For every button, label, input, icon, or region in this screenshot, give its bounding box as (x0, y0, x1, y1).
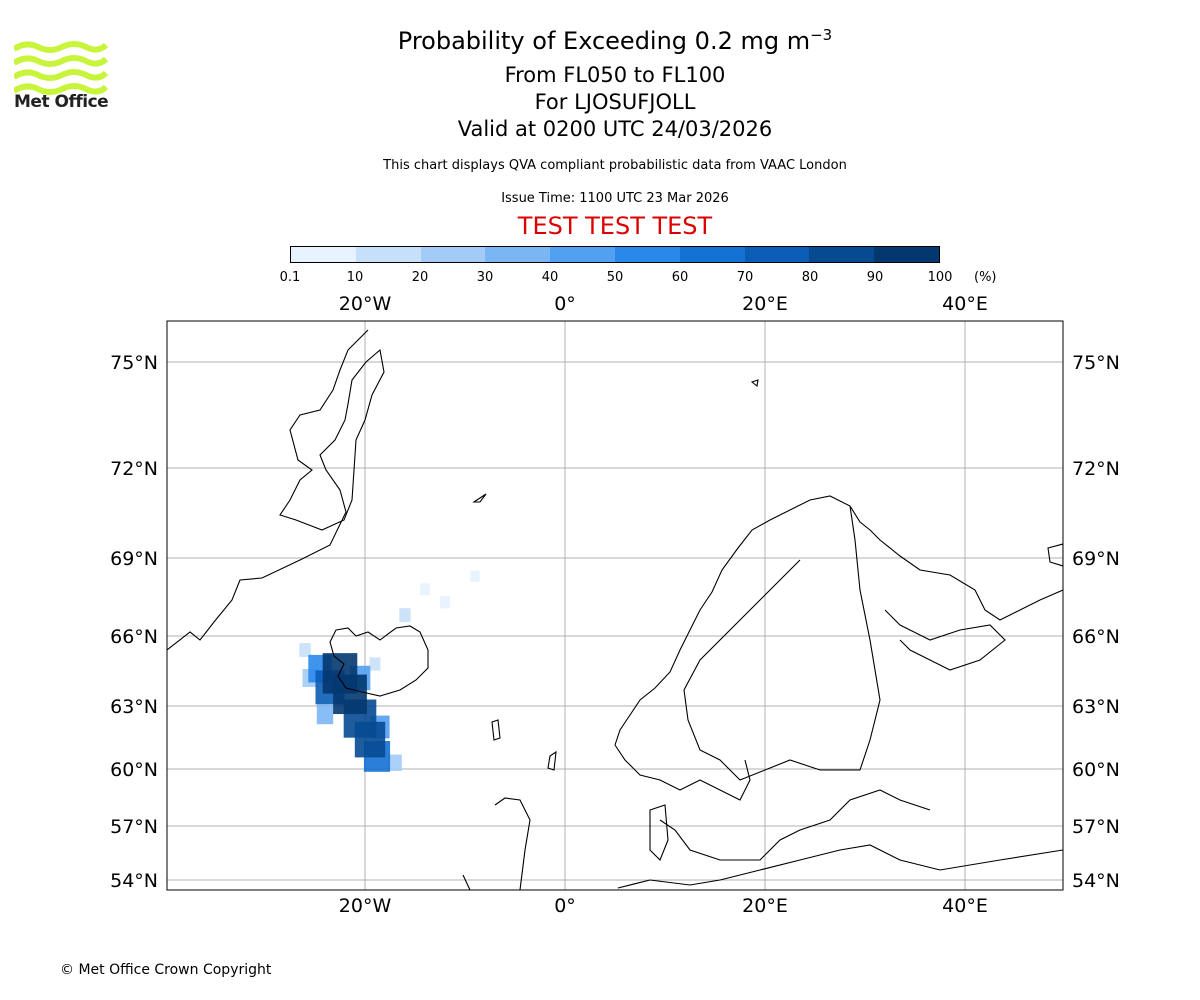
colorbar-bin (485, 247, 551, 262)
ash-probability-plume (299, 570, 480, 772)
colorbar-bin (550, 247, 615, 262)
greenland-coast (167, 329, 385, 651)
longitude-label: 20°W (339, 293, 392, 315)
colorbar-unit: (%) (974, 270, 997, 285)
axis-labels: 20°W 20°W 0° 0° 20°E 20°E 40°E 40°E 75°N 75°N 72°N… (110, 293, 1120, 917)
latitude-label: 66°N (110, 626, 158, 648)
latitude-label: 75°N (110, 352, 158, 374)
latitude-label: 54°N (1072, 870, 1120, 892)
longitude-label: 20°E (742, 895, 788, 917)
uk-north (494, 797, 531, 890)
europe-south (462, 844, 1063, 890)
colorbar (290, 246, 940, 263)
latitude-label: 72°N (110, 458, 158, 480)
kola-islands (1047, 543, 1063, 567)
colorbar-bin (420, 247, 486, 262)
white-sea (884, 609, 1006, 671)
valid-time: Valid at 0200 UTC 24/03/2026 (457, 117, 773, 141)
graticule (167, 321, 1063, 890)
colorbar-tick-label: 20 (411, 270, 429, 285)
plume-cell (299, 643, 311, 657)
plume-cell (388, 754, 402, 771)
jan-mayen (472, 493, 487, 503)
latitude-label: 75°N (1072, 352, 1120, 374)
longitude-label: 0° (554, 895, 576, 917)
colorbar-tick-label: 100 (927, 270, 953, 285)
plume-cell (369, 657, 381, 671)
colorbar-bin (744, 247, 810, 262)
colorbar-bin (355, 247, 421, 262)
shetland (547, 750, 557, 771)
latitude-label: 69°N (1072, 548, 1120, 570)
finland-sweden-border (683, 505, 881, 781)
latitude-label: 57°N (110, 816, 158, 838)
colorbar-bin (809, 247, 875, 262)
colorbar-tick-label: 10 (346, 270, 364, 285)
colorbar-bin (679, 247, 745, 262)
plume-cell (439, 595, 451, 609)
latitude-label: 72°N (1072, 458, 1120, 480)
colorbar-tick-label: 40 (541, 270, 559, 285)
longitude-label: 40°E (942, 293, 988, 315)
met-office-waves-icon (14, 41, 109, 95)
latitude-label: 57°N (1072, 816, 1120, 838)
issue-time: Issue Time: 1100 UTC 23 Mar 2026 (501, 191, 729, 206)
colorbar-bin (614, 247, 680, 262)
colorbar-bin (291, 247, 356, 262)
latitude-label: 60°N (110, 759, 158, 781)
latitude-label: 60°N (1072, 759, 1120, 781)
denmark (649, 804, 669, 861)
colorbar-tick-label: 30 (476, 270, 494, 285)
latitude-label: 66°N (1072, 626, 1120, 648)
colorbar-tick-label: 0.1 (279, 270, 301, 285)
coastlines (167, 329, 1063, 890)
plume-cell (470, 570, 480, 582)
baltic-coast (659, 789, 931, 861)
colorbar-tick-label: 70 (736, 270, 754, 285)
latitude-label: 63°N (110, 696, 158, 718)
longitude-label: 40°E (942, 895, 988, 917)
copyright-notice: © Met Office Crown Copyright (60, 962, 272, 978)
longitude-label: 0° (554, 293, 576, 315)
colorbar-tick-label: 90 (866, 270, 884, 285)
colorbar-tick-label: 60 (671, 270, 689, 285)
volcano-name: For LJOSUFJOLL (534, 90, 696, 114)
colorbar-tick-label: 80 (801, 270, 819, 285)
longitude-label: 20°W (339, 895, 392, 917)
bear-island (750, 379, 759, 388)
data-source-note: This chart displays QVA compliant probab… (383, 158, 847, 173)
plume-cell (399, 608, 411, 623)
faroe (491, 719, 501, 741)
iceland-coast (329, 625, 429, 697)
longitude-label: 20°E (742, 293, 788, 315)
test-banner: TEST TEST TEST (517, 212, 713, 240)
latitude-label: 54°N (110, 870, 158, 892)
norway-south (614, 744, 751, 801)
latitude-label: 63°N (1072, 696, 1120, 718)
flight-level-range: From FL050 to FL100 (504, 63, 726, 87)
latitude-label: 69°N (110, 548, 158, 570)
scandinavia-coast (614, 495, 1063, 746)
plume-cell (316, 704, 334, 725)
plume-cell (322, 653, 358, 694)
plume-cell (420, 583, 430, 596)
colorbar-tick-label: 50 (606, 270, 624, 285)
logo-text: Met Office (14, 92, 109, 112)
chart-title: Probability of Exceeding 0.2 mg m−3 (397, 26, 833, 55)
colorbar-bin (874, 247, 939, 262)
